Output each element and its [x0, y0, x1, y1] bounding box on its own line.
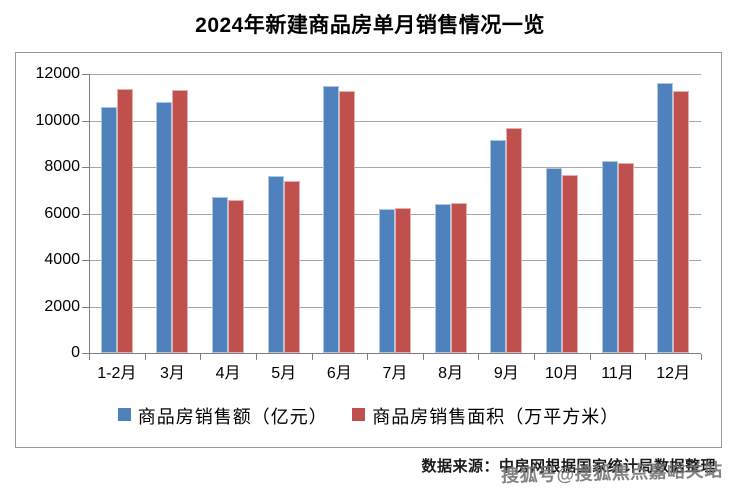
bar-area-7月 [395, 208, 411, 353]
bar-sales-11月 [601, 160, 618, 353]
bar-area-6月 [339, 90, 356, 353]
bar-sales-7月 [379, 208, 395, 353]
x-axis-tick [367, 354, 369, 360]
x-axis-line [89, 353, 701, 354]
bar-area-4月 [228, 199, 245, 353]
y-axis-label: 8000 [44, 158, 80, 175]
bar-area-9月 [506, 127, 523, 353]
bar-sales-6月 [323, 86, 340, 353]
watermark-text: 搜狐号@搜狐焦点嘉峪关站 [500, 460, 723, 486]
data-source-text: 数据来源：中房网根据国家统计局数据整理 [421, 458, 716, 475]
x-axis-tick [311, 354, 313, 360]
bar-sales-12月 [657, 82, 674, 353]
chart-title: 2024年新建商品房单月销售情况一览 [195, 14, 545, 37]
gridline-12000 [89, 74, 701, 75]
gridline-8000 [89, 167, 701, 168]
x-axis-label: 5月 [271, 365, 297, 382]
y-axis-tick [82, 74, 89, 75]
x-axis-tick [422, 354, 424, 360]
bar-sales-8月 [434, 204, 451, 353]
x-axis-tick [89, 354, 90, 360]
bar-sales-3月 [156, 102, 173, 353]
y-axis-tick [82, 260, 89, 261]
y-axis-label: 4000 [44, 251, 80, 268]
x-axis-label: 7月 [382, 365, 408, 382]
x-axis-tick [478, 354, 480, 360]
x-axis-label: 3月 [159, 365, 185, 382]
y-axis-tick [82, 353, 89, 354]
x-axis-label: 1-2月 [97, 365, 137, 382]
bar-area-1-2月 [116, 88, 133, 353]
bar-area-10月 [561, 175, 578, 353]
bar-sales-10月 [545, 167, 562, 353]
bar-sales-1-2月 [100, 107, 117, 353]
x-axis-label: 9月 [493, 365, 519, 382]
y-axis-tick [82, 306, 89, 308]
y-axis-label: 6000 [44, 204, 80, 222]
x-axis-tick [255, 354, 257, 360]
y-axis-label: 0 [71, 344, 80, 361]
x-axis-tick [701, 354, 702, 360]
x-axis-label: 11月 [601, 365, 634, 382]
x-axis-tick [534, 354, 536, 360]
y-axis-label: 10000 [35, 111, 81, 129]
x-axis-label: 8月 [438, 365, 464, 382]
x-axis-label: 4月 [215, 365, 241, 382]
x-axis-tick [589, 354, 591, 360]
legend: 商品房销售额（亿元） 商品房销售面积（万平方米） [16, 403, 721, 429]
x-axis-label: 6月 [326, 365, 352, 382]
x-axis-label: 12月 [656, 365, 691, 382]
bar-area-3月 [172, 90, 189, 353]
legend-item-sales: 商品房销售额（亿元） [117, 403, 328, 429]
bar-area-5月 [283, 181, 300, 353]
x-axis-tick [200, 354, 202, 360]
y-axis-tick [82, 213, 89, 215]
y-axis-line [89, 74, 90, 360]
x-axis-tick [144, 354, 146, 360]
legend-swatch-area-icon [352, 408, 366, 422]
legend-item-area: 商品房销售面积（万平方米） [352, 403, 619, 429]
x-axis-tick [645, 354, 647, 360]
y-axis-tick [82, 167, 89, 168]
bar-sales-4月 [212, 196, 229, 353]
y-axis-label: 12000 [35, 65, 81, 82]
legend-label-sales: 商品房销售额（亿元） [137, 407, 328, 427]
y-axis-label: 2000 [44, 297, 80, 315]
x-axis-label: 10月 [544, 365, 579, 382]
legend-swatch-sales-icon [117, 408, 131, 422]
bar-sales-5月 [267, 176, 284, 353]
bar-sales-9月 [490, 140, 507, 353]
bar-area-8月 [450, 202, 467, 353]
bar-area-11月 [617, 162, 634, 353]
y-axis-tick [82, 120, 89, 122]
gridline-10000 [89, 120, 701, 122]
legend-label-area: 商品房销售面积（万平方米） [372, 407, 620, 427]
plot-area: 0 2000 4000 6000 8000 10000 12000 1-2月 3月 4月 5月 6月 7… [16, 53, 721, 447]
bar-area-12月 [673, 91, 690, 353]
chart-frame: 0 2000 4000 6000 8000 10000 12000 1-2月 3月 4月 5月 6月 7… [15, 52, 722, 448]
